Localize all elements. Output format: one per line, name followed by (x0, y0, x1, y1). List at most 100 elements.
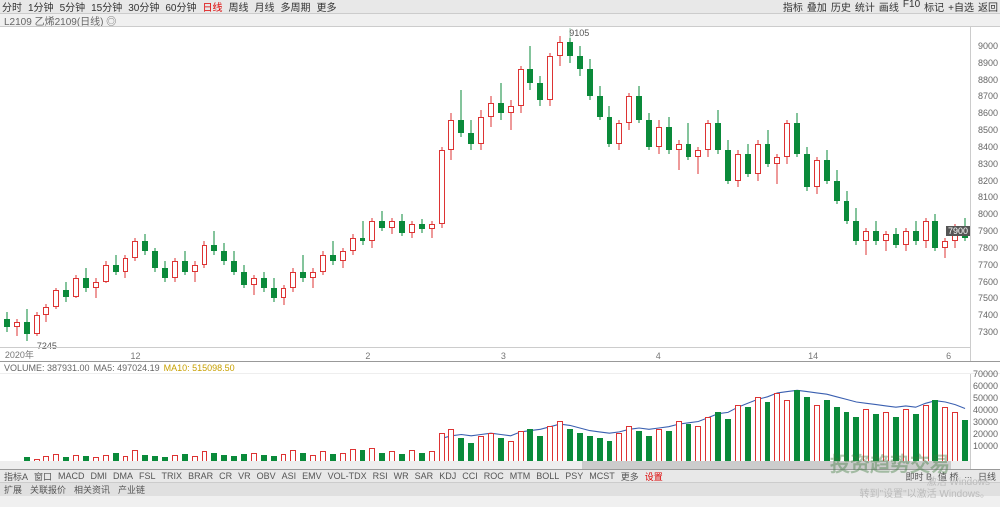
volume-bar (863, 409, 869, 467)
candle (774, 29, 780, 349)
toolbtn-叠加[interactable]: 叠加 (807, 0, 827, 14)
indicator-EMV[interactable]: EMV (302, 471, 322, 481)
candle (132, 29, 138, 349)
indicator-SAR[interactable]: SAR (415, 471, 434, 481)
candle (607, 29, 613, 349)
timeframe-60分钟[interactable]: 60分钟 (165, 0, 196, 14)
candle (340, 29, 346, 349)
candle (113, 29, 119, 349)
indicator-VOL-TDX[interactable]: VOL-TDX (328, 471, 367, 481)
bottom-tabs: 扩展关联报价相关资讯产业链 (0, 483, 1000, 496)
toolbtn-统计[interactable]: 统计 (855, 0, 875, 14)
candle (24, 29, 30, 349)
indicator-ROC[interactable]: ROC (484, 471, 504, 481)
toolbtn-画线[interactable]: 画线 (879, 0, 899, 14)
candle (587, 29, 593, 349)
volume-bar (715, 412, 721, 467)
candle (794, 29, 800, 349)
indicator-TRIX[interactable]: TRIX (162, 471, 183, 481)
volume-bar (824, 400, 830, 467)
candle (221, 29, 227, 349)
volume-bar (913, 414, 919, 467)
candle (527, 29, 533, 349)
candle (34, 29, 40, 349)
volume-bar (745, 407, 751, 467)
volume-plot (2, 376, 970, 467)
indicator-CCI[interactable]: CCI (462, 471, 478, 481)
volume-chart[interactable]: 10000200003000040000500006000070000 (0, 374, 1000, 470)
indicator-MTM[interactable]: MTM (510, 471, 531, 481)
timeframe-多周期[interactable]: 多周期 (281, 0, 311, 14)
toolbtn-返回[interactable]: 返回 (978, 0, 998, 14)
candle (952, 29, 958, 349)
candle (903, 29, 909, 349)
timeframe-30分钟[interactable]: 30分钟 (128, 0, 159, 14)
indicator-MCST[interactable]: MCST (589, 471, 615, 481)
toolbtn-历史[interactable]: 历史 (831, 0, 851, 14)
candle (626, 29, 632, 349)
candle (547, 29, 553, 349)
candlestick-chart[interactable]: 72459105 7300740075007600770078007900800… (0, 26, 1000, 362)
chart-title: L2109 乙烯2109(日线) ◎ (0, 14, 1000, 26)
volume-bar (942, 407, 948, 467)
candle-plot: 72459105 (2, 29, 970, 347)
indicator-PSY[interactable]: PSY (565, 471, 583, 481)
indicator-KDJ[interactable]: KDJ (439, 471, 456, 481)
volume-bar (962, 420, 968, 467)
timeframe-更多[interactable]: 更多 (317, 0, 337, 14)
candle (93, 29, 99, 349)
toolbtn-标记[interactable]: 标记 (924, 0, 944, 14)
volume-bar (873, 414, 879, 467)
candle (281, 29, 287, 349)
candle (379, 29, 385, 349)
candle (468, 29, 474, 349)
indicator-BOLL[interactable]: BOLL (536, 471, 559, 481)
candle (251, 29, 257, 349)
toolbtn-+自选[interactable]: +自选 (948, 0, 974, 14)
candle (735, 29, 741, 349)
candle (73, 29, 79, 349)
tab-产业链[interactable]: 产业链 (118, 483, 145, 496)
candle (597, 29, 603, 349)
candle (537, 29, 543, 349)
candle (676, 29, 682, 349)
timeframe-日线[interactable]: 日线 (203, 0, 223, 14)
candle (14, 29, 20, 349)
indicator-更多[interactable]: 更多 (621, 470, 639, 483)
price-y-axis: 7300740075007600770078007900800081008200… (970, 27, 1000, 361)
candle (942, 29, 948, 349)
toolbar-right: 指标叠加历史统计画线 F10 标记 +自选返回 (783, 0, 998, 14)
candle (518, 29, 524, 349)
toolbtn-指标[interactable]: 指标 (783, 0, 803, 14)
candle (300, 29, 306, 349)
price-annotation: 9105 (568, 28, 590, 38)
candle (202, 29, 208, 349)
chart-scrollbar[interactable] (0, 461, 970, 469)
timeframe-周线[interactable]: 周线 (229, 0, 249, 14)
indicator-DMA[interactable]: DMA (113, 471, 133, 481)
indicator-BRAR[interactable]: BRAR (188, 471, 213, 481)
indicator-CR[interactable]: CR (219, 471, 232, 481)
tab-扩展[interactable]: 扩展 (4, 483, 22, 496)
tab-相关资讯[interactable]: 相关资讯 (74, 483, 110, 496)
tab-关联报价[interactable]: 关联报价 (30, 483, 66, 496)
indicator-WR[interactable]: WR (394, 471, 409, 481)
toolbtn-F10[interactable]: F10 (903, 0, 920, 14)
indicator-MACD[interactable]: MACD (58, 471, 85, 481)
indicator-DMI[interactable]: DMI (91, 471, 108, 481)
candle (932, 29, 938, 349)
timeframe-月线[interactable]: 月线 (255, 0, 275, 14)
volume-bar (932, 400, 938, 467)
indicator-VR[interactable]: VR (238, 471, 251, 481)
indicator-窗口[interactable]: 窗口 (34, 470, 52, 483)
candle (844, 29, 850, 349)
indicator-OBV[interactable]: OBV (257, 471, 276, 481)
indicator-FSL[interactable]: FSL (139, 471, 156, 481)
indicator-设置[interactable]: 设置 (645, 470, 663, 483)
volume-bar (844, 412, 850, 467)
indicator-RSI[interactable]: RSI (373, 471, 388, 481)
indicator-ASI[interactable]: ASI (282, 471, 297, 481)
candle (962, 29, 968, 349)
candle (231, 29, 237, 349)
volume-bar (952, 412, 958, 467)
